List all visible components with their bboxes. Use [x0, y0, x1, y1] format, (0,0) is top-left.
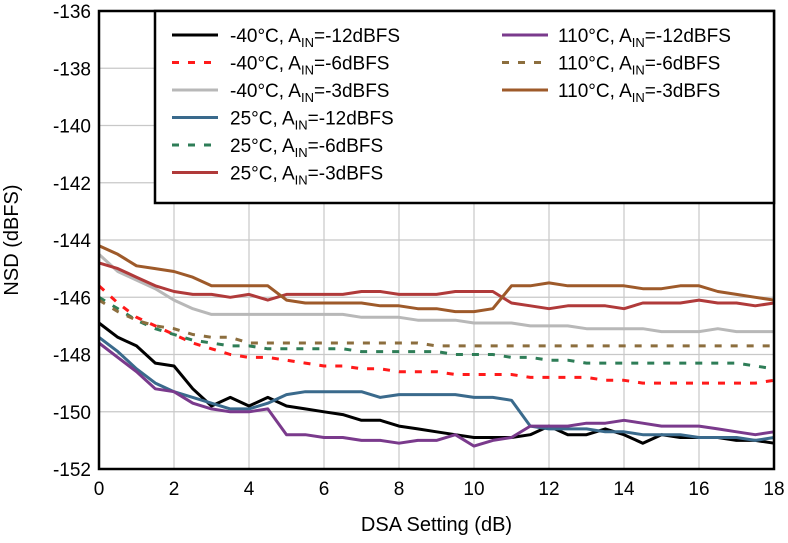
legend-box: [153, 9, 776, 205]
legend-label: 25°C, AIN=-3dBFS: [230, 164, 383, 188]
y-tick-label: -140: [53, 117, 91, 138]
series-line: [98, 244, 775, 314]
series-line: [98, 341, 775, 448]
y-tick-label: -138: [53, 59, 91, 80]
y-tick-label: -148: [53, 346, 91, 367]
x-tick-label: 12: [538, 479, 559, 500]
x-tick-label: 2: [169, 479, 180, 500]
series-line: [98, 261, 775, 311]
y-tick-label: -150: [53, 403, 91, 424]
y-tick-label: -142: [53, 174, 91, 195]
y-tick-label: -146: [53, 288, 91, 309]
x-axis-label: DSA Setting (dB): [361, 514, 512, 536]
legend-label: 110°C, AIN=-12dBFS: [558, 26, 731, 50]
x-tick-label: 0: [94, 479, 105, 500]
x-tick-label: 18: [763, 479, 784, 500]
legend-label: 110°C, AIN=-3dBFS: [558, 81, 720, 105]
legend-label: 25°C, AIN=-12dBFS: [230, 109, 394, 133]
y-tick-label: -144: [53, 231, 91, 252]
x-tick-label: 4: [244, 479, 255, 500]
y-tick-label: -152: [53, 460, 91, 481]
y-axis-label: NSD (dBFS): [1, 184, 23, 295]
axis-ticks: 0 2 4 6 8 10 12 14 16 18 -136 -138 -140 -142 -144 -146 -…: [53, 2, 785, 500]
series-line: [97, 253, 774, 334]
x-tick-label: 6: [319, 479, 330, 500]
legend: -40°C, AIN=-12dBFS -40°C, AIN=-6dBFS -40°C…: [153, 9, 776, 205]
legend-label: -40°C, AIN=-12dBFS: [230, 26, 400, 50]
series-lines: [97, 244, 775, 448]
legend-label: -40°C, AIN=-3dBFS: [230, 81, 389, 105]
x-tick-label: 8: [394, 479, 405, 500]
y-tick-label: -136: [53, 2, 91, 23]
series-line: [97, 284, 775, 385]
series-line: [98, 336, 775, 442]
legend-label: 110°C, AIN=-6dBFS: [558, 54, 720, 78]
legend-label: -40°C, AIN=-6dBFS: [230, 54, 389, 78]
legend-label: 25°C, AIN=-6dBFS: [230, 136, 383, 160]
x-tick-label: 10: [463, 479, 484, 500]
x-tick-label: 16: [688, 479, 709, 500]
x-tick-label: 14: [613, 479, 635, 500]
